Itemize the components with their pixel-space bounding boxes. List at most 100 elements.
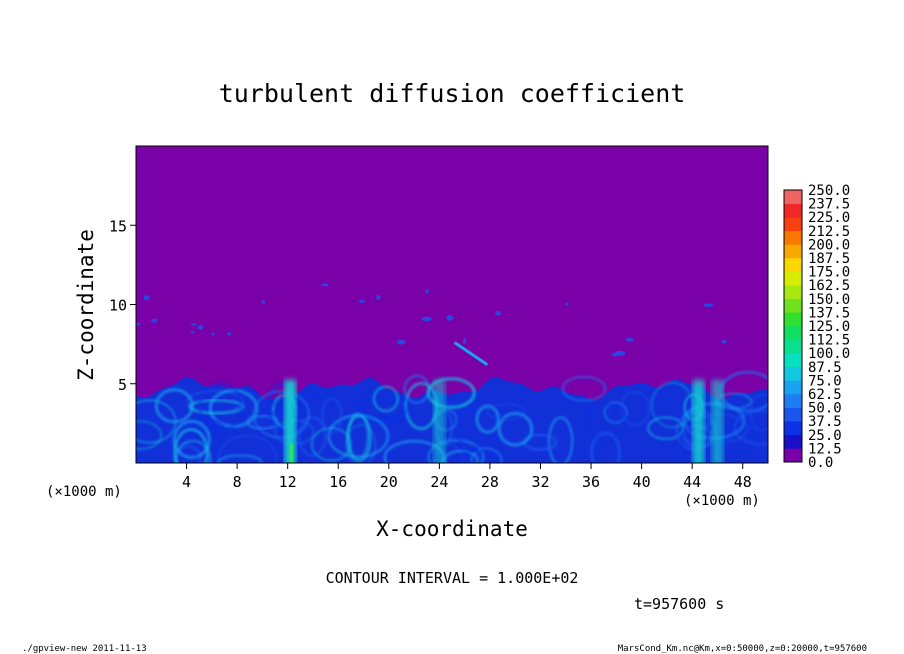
eddy-swirl (749, 393, 768, 432)
colorbar-level-label: 175.0 (808, 265, 850, 281)
colorbar-level-label: 12.5 (808, 441, 842, 457)
colorbar-level-label: 125.0 (808, 319, 850, 335)
eddy-swirl (252, 390, 310, 439)
colorbar-swatch (784, 448, 802, 463)
x-tick-label: 24 (430, 473, 448, 491)
chart-title: turbulent diffusion coefficient (219, 79, 686, 108)
eddy-swirl (620, 391, 651, 426)
footer-right: MarsCond_Km.nc@Km,x=0:50000,z=0:20000,t=… (618, 644, 867, 654)
small-eddy (495, 310, 501, 316)
eddy-swirl (298, 416, 327, 457)
colorbar-level-label: 250.0 (808, 183, 850, 199)
footer-left: ./gpview-new 2011-11-13 (22, 644, 147, 654)
x-tick-label: 28 (481, 473, 499, 491)
colorbar-level-label: 187.5 (808, 251, 850, 267)
colorbar-level-label: 150.0 (808, 292, 850, 308)
turbulent-layer (136, 283, 768, 463)
colorbar-swatch (784, 271, 802, 286)
small-eddy (151, 318, 158, 323)
eddy-swirl (647, 416, 685, 440)
colorbar-level-label: 137.5 (808, 305, 850, 321)
small-eddy (143, 295, 150, 301)
eddy-swirl (266, 410, 300, 431)
colorbar-frame (783, 189, 803, 463)
colorbar: 0.012.525.037.550.062.575.087.5100.0112.… (783, 183, 850, 471)
colorbar-swatch (784, 380, 802, 395)
green-plume (289, 443, 293, 463)
eddy-swirl (426, 377, 476, 409)
small-eddy (625, 337, 634, 342)
colorbar-swatch (784, 230, 802, 245)
plume-column (284, 379, 297, 463)
y-tick-label: 5 (118, 376, 127, 394)
small-eddy (703, 303, 714, 308)
eddy-swirl (186, 418, 224, 434)
colorbar-swatch (784, 421, 802, 436)
eddy-swirl (136, 420, 162, 450)
small-eddy (320, 283, 329, 287)
small-eddy (421, 316, 432, 322)
small-eddy (462, 338, 466, 345)
x-tick-label: 44 (683, 473, 701, 491)
colorbar-level-label: 237.5 (808, 197, 850, 213)
eddy-swirl (267, 382, 299, 430)
eddy-swirl (188, 399, 245, 415)
y-axis-label: Z-coordinate (74, 229, 98, 381)
colorbar-swatch (784, 353, 802, 368)
x-unit-label-left: (×1000 m) (46, 484, 122, 500)
colorbar-swatch (784, 434, 802, 449)
plume-column (711, 379, 724, 463)
eddy-swirl (590, 431, 621, 463)
colorbar-level-label: 25.0 (808, 428, 842, 444)
colorbar-swatch (784, 366, 802, 381)
colorbar-level-label: 50.0 (808, 401, 842, 417)
eddy-swirl (603, 401, 628, 424)
eddy-swirl (246, 414, 279, 431)
colorbar-level-label: 112.5 (808, 333, 850, 349)
colorbar-swatch (784, 326, 802, 340)
contour-interval-label: CONTOUR INTERVAL = 1.000E+02 (326, 569, 579, 587)
eddy-swirl (497, 411, 534, 447)
small-eddy (425, 289, 429, 294)
eddy-swirl (218, 435, 277, 463)
small-eddy (227, 332, 231, 336)
eddy-swirl (199, 382, 243, 432)
colorbar-swatch (784, 285, 802, 300)
eddy-swirl (154, 388, 194, 424)
small-eddy (721, 340, 727, 344)
small-eddy (190, 330, 195, 334)
eddy-swirl (585, 404, 627, 441)
small-eddy (211, 332, 215, 336)
time-label: t=957600 s (634, 595, 724, 613)
small-eddy (358, 299, 366, 303)
eddy-swirl (547, 416, 574, 463)
colorbar-swatch (784, 203, 802, 218)
eddy-swirl (327, 414, 389, 459)
eddy-swirl (487, 403, 526, 421)
x-unit-label-right: (×1000 m) (684, 493, 760, 509)
colorbar-level-label: 0.0 (808, 455, 833, 471)
colorbar-level-label: 62.5 (808, 387, 842, 403)
small-eddy (261, 300, 266, 305)
colorbar-swatch (784, 394, 802, 408)
x-tick-label: 20 (380, 473, 398, 491)
colorbar-swatch (784, 217, 802, 232)
eddy-swirl (357, 389, 410, 422)
x-tick-label: 16 (329, 473, 347, 491)
small-eddy (396, 339, 406, 345)
small-eddy (136, 322, 141, 326)
x-tick-label: 4 (182, 473, 191, 491)
colorbar-level-label: 225.0 (808, 210, 850, 226)
colorbar-swatch (784, 190, 802, 204)
small-eddy (614, 350, 626, 356)
eddy-swirl (561, 375, 607, 402)
eddy-swirl (458, 449, 497, 463)
x-axis-label: X-coordinate (376, 517, 528, 541)
colorbar-level-label: 37.5 (808, 414, 842, 430)
colorbar-level-label: 200.0 (808, 237, 850, 253)
eddy-swirl (470, 448, 503, 463)
eddy-swirl (345, 424, 376, 463)
y-tick-label: 15 (109, 217, 127, 235)
